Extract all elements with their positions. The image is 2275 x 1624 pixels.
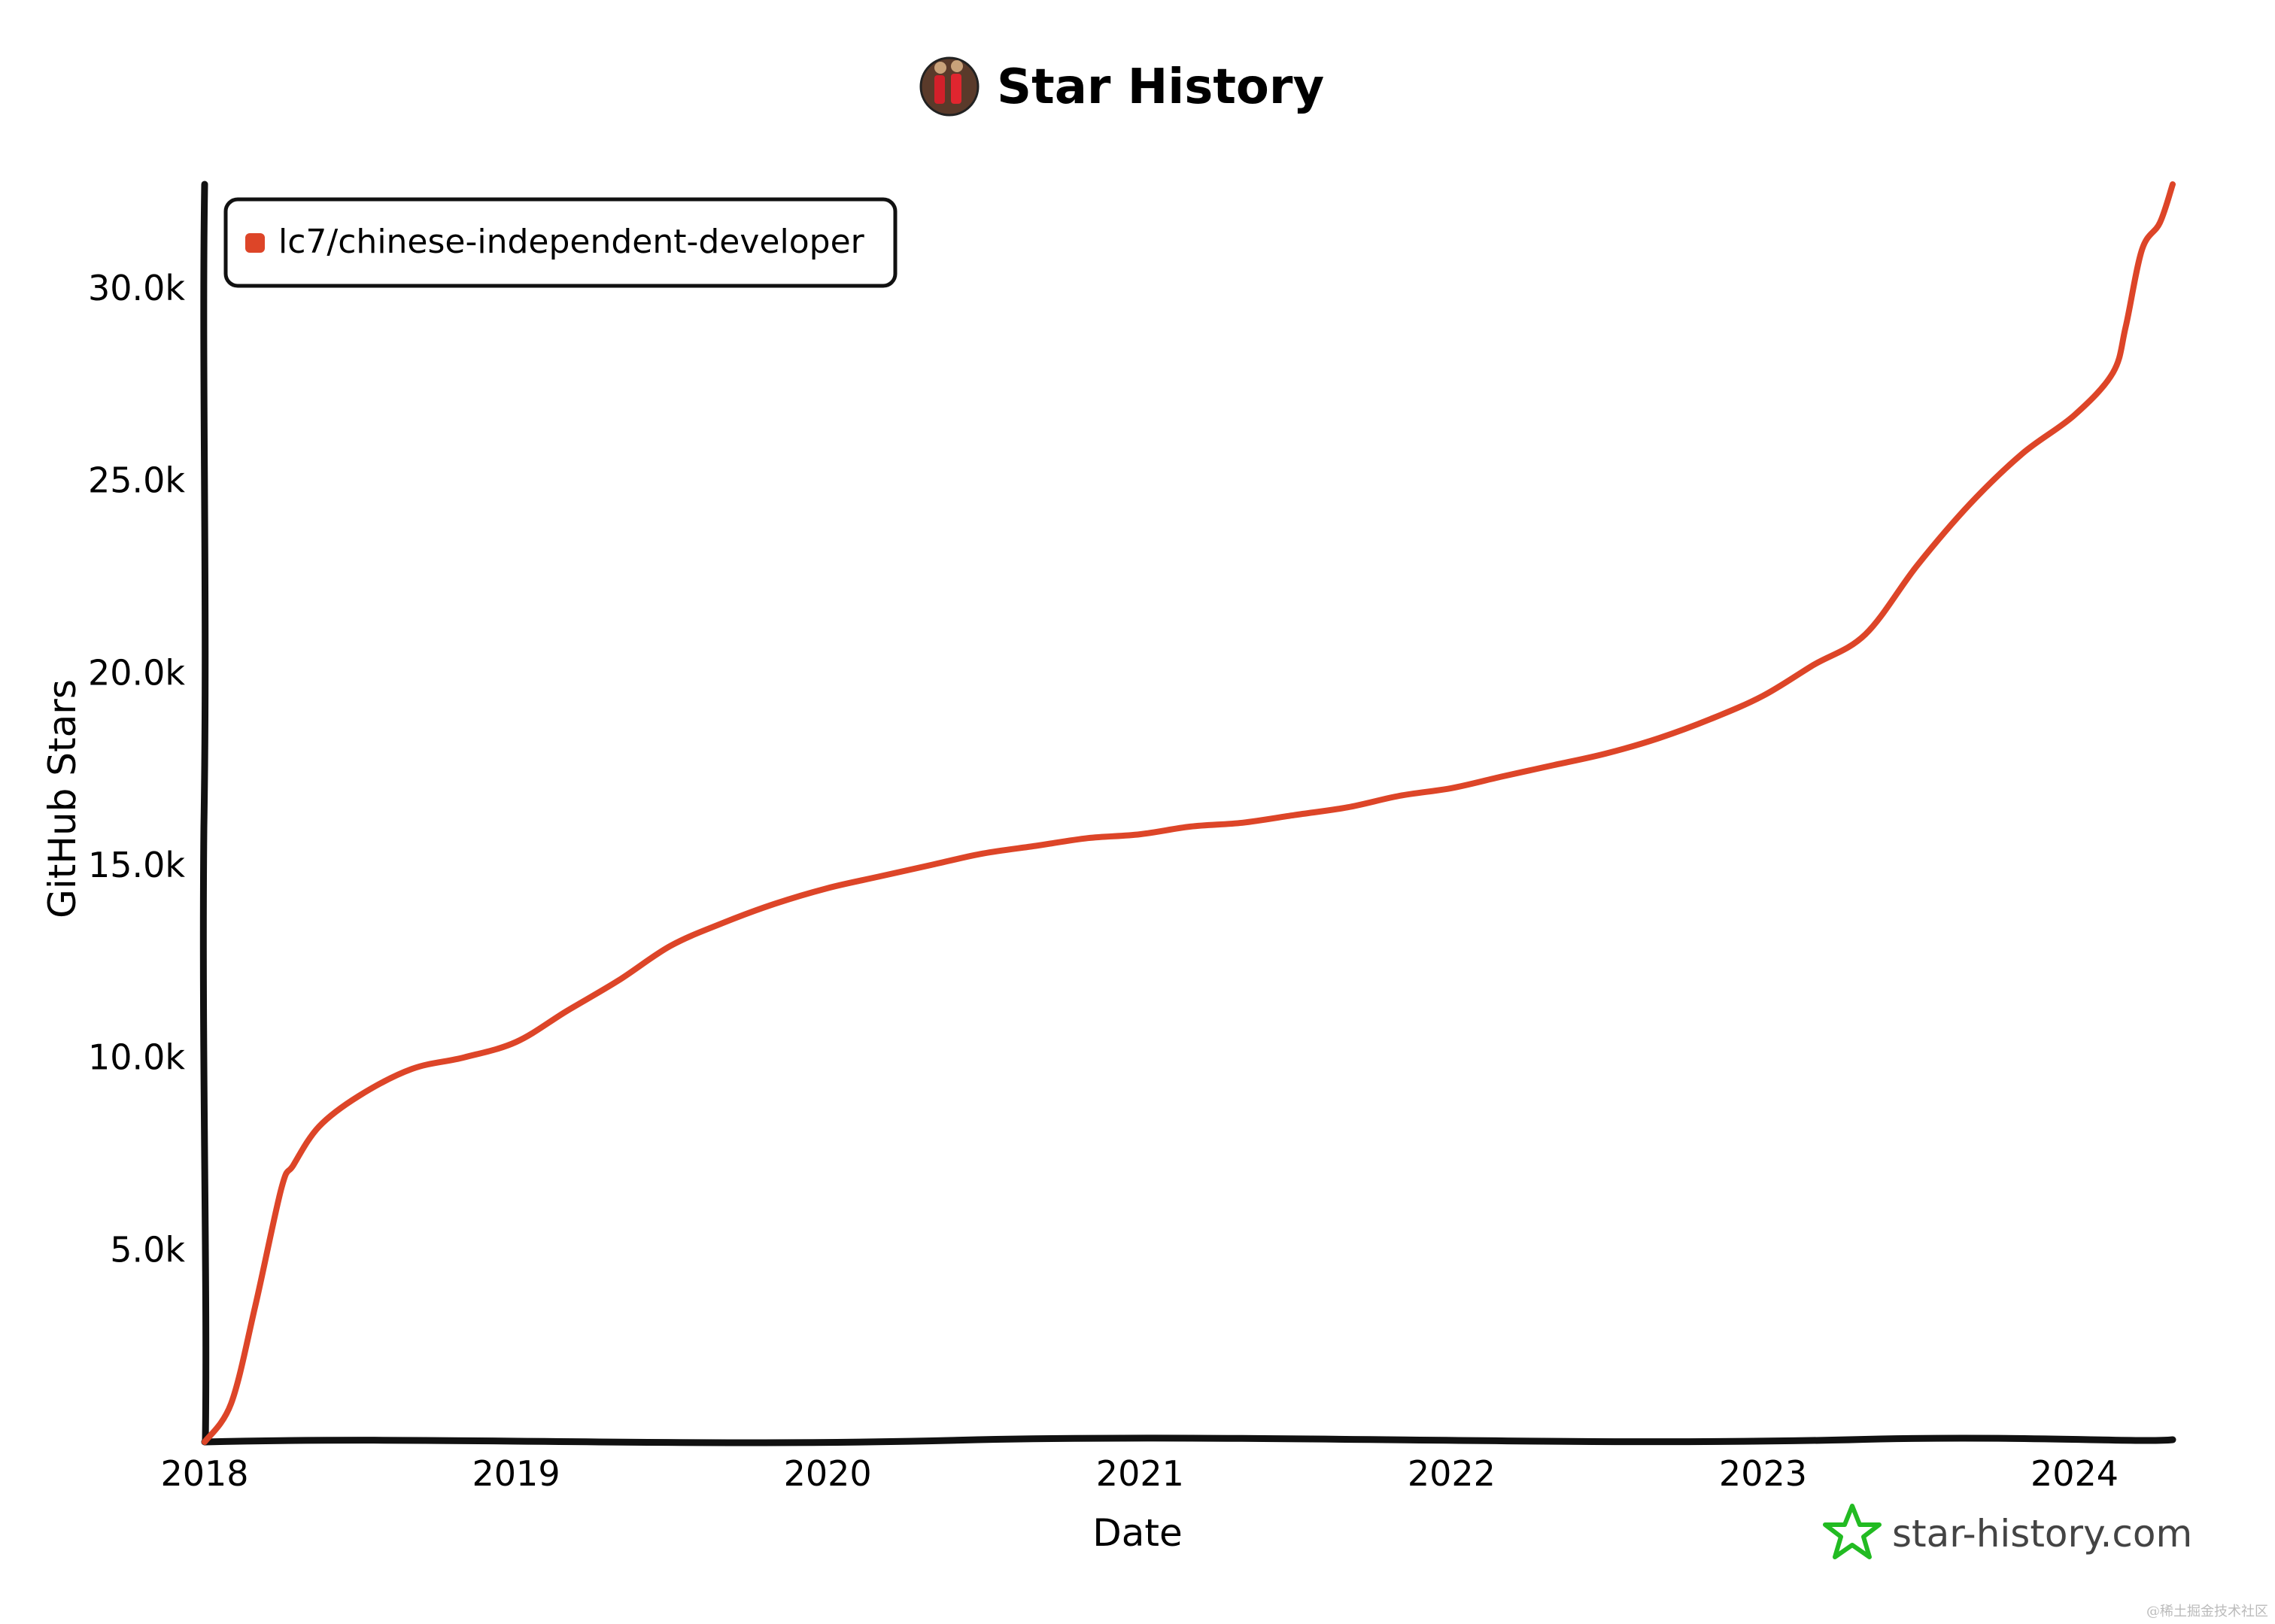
star-icon: [1823, 1504, 1882, 1559]
series-point: [2019, 451, 2025, 457]
x-tick-label: 2022: [1408, 1453, 1496, 1494]
y-axis-line: [199, 181, 210, 1446]
series-points: [202, 181, 2176, 1445]
series-point: [2157, 220, 2163, 226]
brand-text: star-history.com: [1892, 1512, 2192, 1556]
x-tick-label: 2018: [160, 1453, 248, 1494]
y-tick-label: 5.0k: [110, 1229, 185, 1270]
series-point: [721, 920, 727, 926]
y-axis-label: GitHub Stars: [41, 679, 84, 918]
series-point: [980, 851, 986, 857]
series-point: [1499, 773, 1505, 779]
corner-watermark: @稀土掘金技术社区: [2146, 1604, 2268, 1619]
x-tick-label: 2024: [2030, 1453, 2119, 1494]
series-point: [513, 1039, 519, 1045]
series-point: [2110, 370, 2116, 376]
axes: [199, 181, 2176, 1446]
x-tick-label: 2021: [1096, 1453, 1184, 1494]
series-point: [228, 1401, 234, 1407]
series-point: [825, 885, 831, 891]
series-point: [1967, 500, 1973, 506]
series-point: [563, 1008, 570, 1014]
brand-watermark: star-history.com: [1823, 1504, 2192, 1559]
series-point: [252, 1304, 258, 1310]
series-point: [2170, 181, 2176, 187]
series-point: [667, 943, 673, 949]
x-axis-label: Date: [1092, 1511, 1183, 1555]
series-point: [1708, 716, 1714, 722]
series-point: [2072, 412, 2078, 418]
series-point: [290, 1162, 296, 1168]
series-point: [1292, 812, 1298, 818]
series-point: [1085, 835, 1091, 841]
legend-swatch: [245, 233, 265, 253]
series-point: [773, 900, 779, 906]
legend-entry: lc7/chinese-independent-developer: [278, 223, 865, 261]
series-point: [1810, 662, 1816, 668]
avatar-icon: [919, 56, 980, 117]
x-tick-label: 2019: [472, 1453, 560, 1494]
series-point: [1187, 824, 1193, 830]
series-point: [1760, 693, 1766, 699]
series-point: [1137, 831, 1143, 837]
y-ticks: 5.0k 10.0k 15.0k 20.0k 25.0k 30.0k: [88, 268, 185, 1270]
series-point: [356, 1093, 362, 1099]
x-ticks: 2018 2019 2020 2021 2022 2023 2024: [160, 1453, 2119, 1494]
series-point: [1915, 562, 1921, 568]
y-tick-label: 30.0k: [88, 268, 185, 308]
series-point: [409, 1066, 415, 1072]
series-point: [1344, 804, 1350, 810]
chart-title: Star History: [997, 59, 1324, 115]
series-point: [316, 1124, 322, 1130]
series-point: [615, 977, 621, 983]
legend-box: [223, 197, 898, 288]
y-tick-label: 25.0k: [88, 460, 185, 501]
x-tick-label: 2020: [784, 1453, 872, 1494]
series-point: [278, 1185, 284, 1191]
legend: lc7/chinese-independent-developer: [223, 197, 898, 288]
series-point: [1396, 793, 1402, 799]
series-point: [876, 873, 882, 879]
y-tick-label: 10.0k: [88, 1037, 185, 1078]
series-point: [1033, 843, 1039, 849]
series-line-lc7-chinese-independent-developer: [202, 181, 2176, 1445]
x-axis-line: [201, 1434, 2176, 1446]
x-tick-label: 2023: [1719, 1453, 1807, 1494]
series-point: [1448, 785, 1454, 791]
y-tick-label: 15.0k: [88, 845, 185, 885]
series-point: [2123, 323, 2129, 329]
y-tick-label: 20.0k: [88, 652, 185, 693]
series-point: [1603, 751, 1609, 757]
series-point: [1656, 735, 1662, 741]
series-point: [928, 862, 934, 868]
series-point: [1551, 762, 1557, 768]
chart-title-group: Star History: [919, 56, 1324, 117]
series-point: [1863, 631, 1869, 637]
series-point: [2139, 247, 2145, 253]
series-point: [202, 1439, 208, 1445]
series-point: [1240, 820, 1246, 826]
series-point: [461, 1055, 467, 1061]
